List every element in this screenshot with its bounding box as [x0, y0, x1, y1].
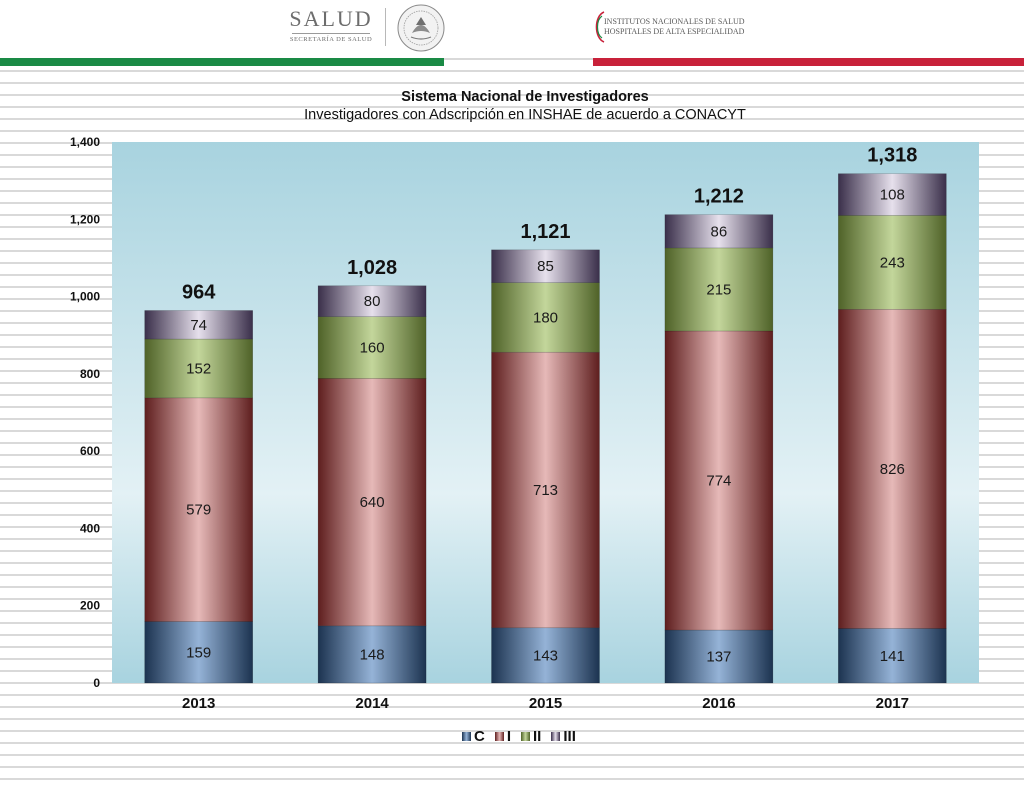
bar-segment-II-2017 [837, 215, 947, 310]
x-category-label: 2017 [876, 695, 909, 712]
bar-value-label: 243 [880, 254, 905, 271]
y-tick-label: 0 [93, 676, 100, 690]
bar-total-label: 1,212 [694, 186, 744, 208]
chart-subtitle: Investigadores con Adscripción en INSHAE… [304, 107, 746, 123]
legend-label: C [474, 727, 485, 745]
legend-label: III [563, 727, 576, 745]
bar-segment-I-2014 [317, 378, 427, 627]
legend-swatch [494, 731, 504, 741]
institutos-logo-text: INSTITUTOS NACIONALES DE SALUD HOSPITALE… [604, 17, 745, 37]
bar-total-label: 964 [182, 281, 216, 303]
bar-value-label: 713 [533, 482, 558, 499]
y-tick-label: 800 [80, 367, 100, 381]
logo-separator [385, 8, 386, 46]
bar-segment-I-2017 [837, 309, 947, 629]
legend-swatch [521, 731, 531, 741]
legend-label: I [506, 727, 512, 745]
chart-title: Sistema Nacional de Investigadores [401, 89, 649, 105]
bar-segment-II-2013 [144, 338, 253, 399]
bar-segment-C-2016 [664, 629, 774, 684]
bar-value-label: 108 [880, 187, 905, 204]
bar-value-label: 159 [186, 644, 211, 661]
x-category-label: 2016 [702, 695, 735, 712]
bar-value-label: 152 [186, 360, 211, 377]
bar-value-label: 137 [706, 649, 731, 666]
bar-segment-I-2015 [491, 351, 600, 629]
x-category-label: 2013 [182, 695, 215, 712]
bar-segment-II-2015 [491, 282, 600, 353]
red-accent-stripe [593, 58, 1024, 66]
bar-value-label: 640 [360, 494, 385, 511]
bar-value-label: 85 [537, 258, 554, 275]
x-category-label: 2015 [529, 695, 562, 712]
bar-segment-III-2016 [664, 214, 774, 249]
institutos-logo-line1: INSTITUTOS NACIONALES DE SALUD [604, 17, 745, 26]
legend-item: III [551, 728, 576, 745]
page-header: SALUD SECRETARÍA DE SALUD INSTITUTOS NAC… [0, 0, 1024, 58]
institutos-logo: INSTITUTOS NACIONALES DE SALUD HOSPITALE… [592, 10, 792, 46]
bar-value-label: 141 [880, 648, 905, 665]
y-tick-label: 1,000 [70, 290, 100, 304]
bar-value-label: 579 [186, 502, 211, 519]
y-tick-label: 600 [80, 444, 100, 458]
bar-value-label: 160 [360, 340, 385, 357]
green-accent-stripe [0, 58, 444, 66]
legend-item: II [521, 728, 541, 745]
bar-segment-C-2014 [317, 625, 427, 684]
institutos-logo-line2: HOSPITALES DE ALTA ESPECIALIDAD [604, 27, 745, 36]
chart-legend: C I II III [462, 727, 576, 745]
bar-value-label: 148 [360, 646, 385, 663]
x-category-label: 2014 [355, 695, 389, 712]
legend-item: C [462, 728, 485, 745]
bar-total-label: 1,121 [520, 221, 570, 243]
bar-total-label: 1,318 [867, 145, 917, 167]
bar-segment-II-2014 [317, 316, 427, 379]
bar-value-label: 74 [190, 317, 207, 334]
bar-segment-C-2015 [491, 627, 600, 684]
y-tick-label: 400 [80, 521, 100, 535]
legend-swatch [551, 731, 561, 741]
coat-of-arms-icon [397, 4, 445, 52]
salud-logo-rule [292, 33, 370, 34]
bar-segment-I-2013 [144, 397, 253, 622]
bar-segment-C-2017 [837, 628, 947, 684]
bar-segment-II-2016 [664, 247, 774, 332]
salud-logo-word: SALUD [289, 6, 373, 31]
salud-logo-subtitle: SECRETARÍA DE SALUD [289, 36, 373, 43]
bar-value-label: 86 [711, 223, 728, 240]
bar-total-label: 1,028 [347, 257, 397, 279]
institutos-emblem-icon [595, 11, 605, 43]
bar-segment-C-2013 [144, 621, 253, 684]
bar-value-label: 215 [706, 281, 731, 298]
legend-item: I [494, 727, 512, 745]
bar-segment-III-2017 [837, 173, 947, 216]
y-tick-label: 1,200 [70, 212, 100, 226]
bar-value-label: 774 [706, 473, 731, 490]
bar-segment-III-2014 [317, 285, 427, 317]
bar-value-label: 180 [533, 309, 558, 326]
legend-swatch [462, 731, 471, 741]
bar-segment-III-2013 [144, 310, 253, 340]
bar-segment-I-2016 [664, 330, 774, 631]
y-tick-label: 200 [80, 599, 100, 613]
bar-value-label: 80 [364, 293, 381, 310]
legend-label: II [533, 727, 542, 745]
y-tick-label: 1,400 [70, 135, 100, 149]
bar-segment-III-2015 [491, 249, 600, 283]
salud-logo: SALUD SECRETARÍA DE SALUD [286, 6, 376, 46]
bar-value-label: 143 [533, 647, 558, 664]
bar-value-label: 826 [880, 461, 905, 478]
